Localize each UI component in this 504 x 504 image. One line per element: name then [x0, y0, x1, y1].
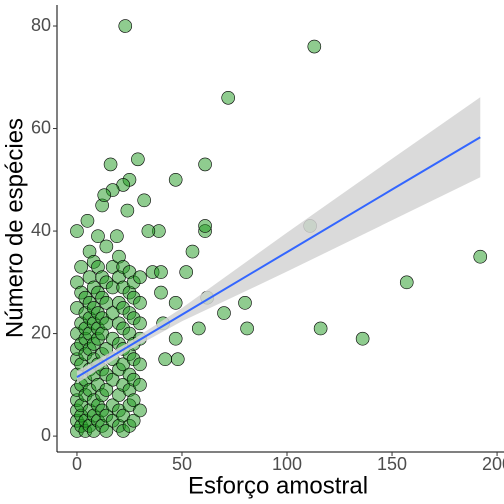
point	[133, 296, 147, 310]
point	[221, 90, 235, 105]
point	[240, 321, 254, 336]
y-tick-label: 60	[31, 117, 51, 137]
point	[168, 296, 183, 310]
x-tick-label: 0	[72, 454, 82, 474]
point	[120, 203, 135, 218]
fit-line	[76, 136, 481, 379]
y-tick-label: 0	[41, 425, 51, 445]
y-tick-label: 40	[31, 220, 51, 240]
point	[141, 224, 156, 238]
point	[170, 352, 185, 367]
point	[399, 275, 414, 290]
y-tick-label: 20	[31, 322, 51, 342]
point	[99, 383, 114, 397]
point	[307, 39, 322, 54]
point	[238, 296, 252, 310]
point	[168, 173, 183, 187]
point	[70, 224, 84, 238]
y-tick-label: 80	[31, 15, 51, 35]
point	[103, 157, 118, 172]
point	[110, 229, 124, 243]
point	[313, 321, 328, 336]
point	[126, 393, 141, 408]
x-tick-label: 200	[482, 454, 504, 474]
point	[133, 403, 147, 418]
x-tick-label: 150	[377, 454, 407, 474]
x-tick-label: 50	[172, 454, 192, 474]
point	[191, 321, 206, 336]
point	[154, 285, 168, 300]
confidence-band	[76, 97, 481, 384]
point	[91, 229, 105, 243]
point	[198, 219, 212, 233]
point	[133, 378, 147, 392]
point	[97, 188, 112, 202]
point	[355, 331, 370, 346]
point	[133, 270, 147, 284]
x-axis-title: Esforço amostral	[188, 472, 368, 499]
point	[126, 413, 141, 428]
point	[473, 249, 488, 264]
point	[118, 19, 133, 33]
point	[131, 152, 145, 167]
point	[99, 424, 114, 438]
point	[168, 331, 183, 346]
x-tick-label: 100	[272, 454, 302, 474]
point	[154, 265, 168, 279]
point	[133, 316, 147, 331]
point	[198, 157, 212, 172]
point	[158, 352, 172, 367]
point	[99, 239, 114, 254]
point	[137, 193, 151, 208]
point	[179, 265, 193, 279]
point	[74, 260, 88, 274]
point	[133, 357, 147, 372]
point	[80, 214, 95, 228]
point	[185, 244, 200, 259]
point	[217, 306, 231, 320]
y-axis-title: Número de espécies	[1, 118, 28, 338]
